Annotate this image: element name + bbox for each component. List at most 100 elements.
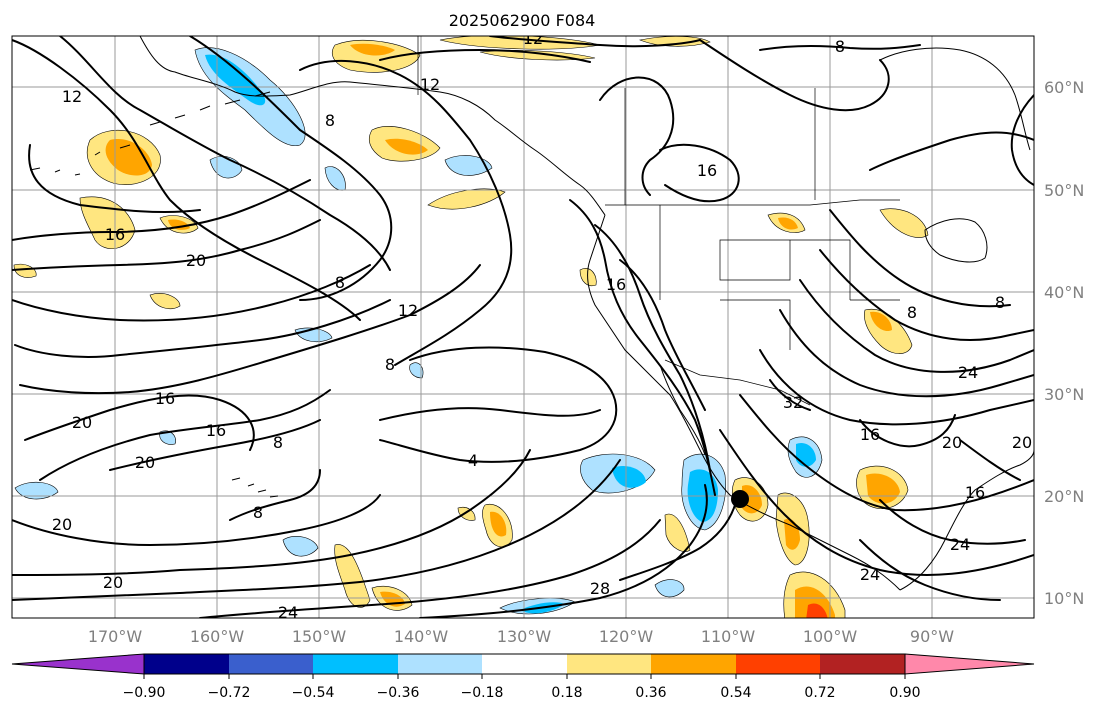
contour-line: [699, 39, 890, 112]
contour-label: 8: [273, 433, 283, 452]
positive-anomaly-yellow-region: [334, 544, 371, 608]
contour-line: [24, 394, 255, 451]
colorbar-tick-label: 0.72: [804, 685, 835, 701]
contour-label: 16: [697, 161, 717, 180]
positive-anomaly-orange-region: [870, 311, 892, 332]
map-plot-area: 12 12 8 8 16 12 16 20 8 12 8 16 16 20 16…: [12, 29, 1034, 618]
colorbar-segment: [567, 654, 651, 674]
contour-line: [619, 504, 736, 581]
contour-line: [12, 449, 531, 576]
positive-anomaly-orange-region: [742, 485, 762, 514]
colorbar-frame: [143, 653, 906, 675]
colorbar-tick-label: −0.72: [208, 685, 251, 701]
map-frame: [11, 35, 1035, 619]
contour-lines: [12, 36, 1034, 618]
contour-label: 24: [950, 535, 970, 554]
contour-line: [12, 494, 381, 546]
longitude-tick-label: 150°W: [292, 627, 347, 646]
great-lakes: [924, 218, 988, 263]
map-background: [12, 36, 1034, 618]
contour-label: 8: [253, 503, 263, 522]
contour-line: [594, 224, 711, 471]
contour-line: [959, 439, 1021, 481]
contour-label: 8: [907, 303, 917, 322]
latitude-tick-label: 30°N: [1044, 385, 1084, 404]
hudson-bay-coast: [879, 47, 1031, 151]
west-coast-north-america: [587, 214, 901, 591]
contour-label: 8: [995, 293, 1005, 312]
contour-line: [109, 419, 321, 471]
contour-label: 16: [155, 389, 175, 408]
contour-label: 4: [468, 451, 478, 470]
contour-line: [28, 144, 201, 214]
latitude-tick-label: 50°N: [1044, 181, 1084, 200]
positive-anomaly-yellow-region: [879, 208, 929, 238]
contour-label: 12: [523, 29, 543, 48]
contour-line: [759, 44, 921, 51]
contour-label: 8: [385, 355, 395, 374]
colorbar-segment: [313, 654, 398, 674]
contour-line: [879, 499, 1026, 545]
contour-line: [379, 49, 591, 63]
longitude-tick-label: 90°W: [910, 627, 954, 646]
positive-anomaly-yellow-region: [149, 293, 181, 309]
storm-center-marker: [731, 490, 749, 508]
colorbar-tick-label: 0.54: [720, 685, 751, 701]
us-canada-border: [605, 199, 900, 206]
colorbar-tick-label: −0.18: [461, 685, 504, 701]
colorbar-ticks: [143, 674, 906, 679]
coastlines: [29, 36, 1034, 591]
colorbar-segment: [482, 654, 567, 674]
contour-label: 16: [965, 483, 985, 502]
contour-line: [59, 36, 391, 271]
contour-label: 16: [606, 275, 626, 294]
contour-line: [12, 179, 311, 241]
longitude-tick-label: 120°W: [599, 627, 654, 646]
contour-line: [12, 264, 371, 322]
contour-label: 20: [103, 573, 123, 592]
negative-anomaly-blue-region: [14, 481, 59, 500]
colorbar-tick-label: −0.90: [123, 685, 166, 701]
negative-anomaly-blue-region: [654, 579, 685, 598]
baja-california: [659, 364, 706, 456]
contour-line: [489, 36, 701, 48]
us-mexico-border: [664, 359, 811, 406]
colorbar-segment: [398, 654, 482, 674]
contour-line: [12, 219, 321, 271]
positive-anomaly-orange-region: [795, 586, 835, 618]
colorbar-segment: [736, 654, 820, 674]
contour-line: [19, 264, 481, 395]
aleutian-islands: [29, 91, 271, 176]
contour-label: 8: [335, 273, 345, 292]
contour-label: 32: [783, 393, 803, 412]
contour-line: [859, 539, 1001, 601]
positive-anomaly-orange-region: [105, 139, 152, 176]
colorbar-segment-min-extend: [11, 653, 145, 675]
political-borders: [417, 36, 900, 406]
contour-label: 24: [958, 363, 978, 382]
longitude-tick-label: 130°W: [497, 627, 552, 646]
contour-label: 8: [325, 111, 335, 130]
positive-anomaly-yellow-region: [427, 188, 506, 210]
contour-line: [189, 36, 393, 301]
colorbar-tick-label: 0.18: [551, 685, 582, 701]
figure-title: 2025062900 F084: [449, 11, 596, 30]
contour-line: [829, 209, 1011, 308]
contour-line: [569, 199, 716, 496]
hawaii-islands: [231, 477, 279, 498]
contour-line: [659, 143, 740, 203]
colorbar-segment-max-extend: [904, 653, 1035, 675]
contour-label: 20: [72, 413, 92, 432]
alaska-coastline: [139, 36, 606, 216]
longitude-tick-label: 160°W: [190, 627, 245, 646]
contour-line: [779, 309, 1034, 398]
colorbar-segment: [229, 654, 313, 674]
contour-line: [299, 60, 513, 366]
colorbar-segment: [651, 654, 736, 674]
negative-anomaly-blue-region: [282, 536, 319, 557]
contour-line: [739, 394, 1034, 512]
contour-label: 28: [590, 579, 610, 598]
latitude-tick-label: 10°N: [1044, 589, 1084, 608]
state-lines: [624, 88, 900, 350]
